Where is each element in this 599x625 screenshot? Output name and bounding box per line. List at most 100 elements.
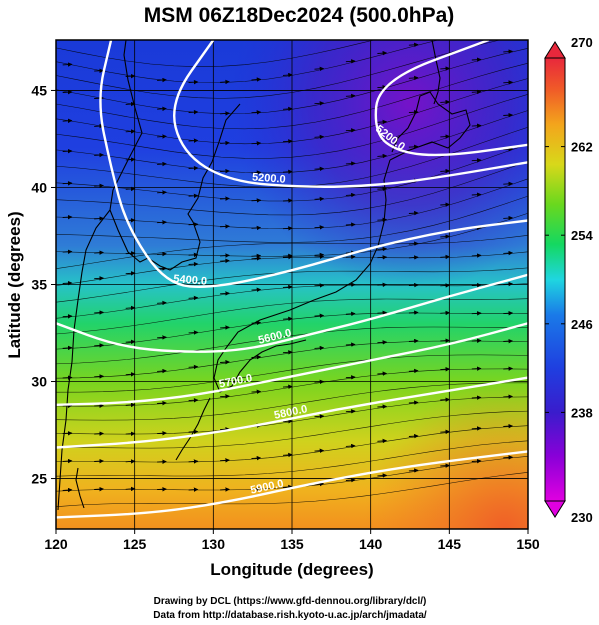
wind-arrow <box>408 255 419 260</box>
wind-arrow <box>220 224 230 229</box>
wind-arrow <box>188 109 199 115</box>
wind-arrow <box>282 139 293 144</box>
wind-arrow <box>282 350 293 355</box>
wind-arrow <box>94 250 104 255</box>
wind-arrow <box>157 368 167 374</box>
wind-arrow <box>503 215 514 221</box>
wind-streamline <box>56 94 528 159</box>
wind-arrow <box>125 372 136 377</box>
wind-arrow <box>282 316 293 322</box>
wind-arrow <box>220 325 230 330</box>
wind-arrow <box>377 473 388 478</box>
wind-arrow <box>408 75 419 81</box>
wind-arrow <box>377 153 388 159</box>
wind-arrow <box>157 431 167 436</box>
wind-arrow <box>377 246 388 252</box>
wind-arrow <box>251 354 262 360</box>
wind-arrow <box>62 487 73 493</box>
wind-arrow <box>377 119 388 125</box>
wind-arrow <box>282 72 293 78</box>
colorbar: 230 238 246 254 262 270 <box>544 35 593 525</box>
wind-arrow <box>377 340 388 345</box>
wind-arrow <box>94 431 104 436</box>
credit-data: Data from http://database.rish.kyoto-u.a… <box>153 610 427 621</box>
wind-arrow <box>314 414 325 419</box>
wind-arrow <box>503 80 514 85</box>
wind-arrow <box>314 66 325 72</box>
wind-arrow <box>282 419 293 424</box>
wind-arrow <box>440 283 451 288</box>
wind-arrow <box>94 374 104 379</box>
wind-arrow <box>94 183 104 189</box>
colorbar-tick-label: 246 <box>571 317 593 332</box>
wind-arrow <box>220 487 230 492</box>
x-tick-label: 135 <box>280 536 304 552</box>
wind-arrow <box>282 198 293 203</box>
wind-arrow <box>94 403 104 408</box>
wind-arrow <box>377 186 388 192</box>
wind-arrow <box>125 339 136 345</box>
wind-arrow <box>62 214 73 220</box>
wind-arrow <box>472 29 481 30</box>
wind-arrow <box>282 106 293 112</box>
coastline-kyushu-shikoku <box>213 339 307 393</box>
wind-arrow <box>471 426 482 431</box>
y-tick-label: 35 <box>31 277 47 293</box>
colorbar-ticks: 230 238 246 254 262 270 <box>545 35 593 525</box>
coastline-china <box>57 209 111 511</box>
wind-arrow <box>94 216 104 221</box>
wind-arrow <box>62 89 73 95</box>
wind-arrow <box>314 448 325 453</box>
wind-arrow <box>251 198 262 203</box>
wind-arrow <box>251 256 262 261</box>
wind-arrow <box>408 338 419 344</box>
wind-arrow <box>314 313 325 318</box>
wind-arrow <box>251 320 262 326</box>
contour-label: 5400.0 <box>173 273 208 288</box>
wind-arrow <box>377 404 388 409</box>
wind-arrow <box>314 345 325 351</box>
wind-arrow <box>62 148 73 154</box>
wind-arrow <box>408 468 419 473</box>
contour-line <box>173 40 528 188</box>
wind-arrow <box>282 254 293 260</box>
wind-arrow <box>157 400 167 406</box>
wind-streamline <box>56 382 528 421</box>
wind-arrow <box>408 400 419 405</box>
wind-arrow <box>440 168 451 174</box>
wind-arrow <box>125 186 136 192</box>
wind-arrow <box>62 458 73 464</box>
wind-arrow <box>314 166 325 172</box>
wind-arrow <box>125 459 136 464</box>
wind-arrow <box>345 342 356 347</box>
contour-label: 5200.0 <box>252 171 286 185</box>
wind-arrow <box>440 37 449 38</box>
wind-arrow <box>503 112 514 118</box>
wind-arrow <box>345 254 356 260</box>
wind-arrow <box>62 62 73 67</box>
wind-arrow <box>125 129 136 134</box>
coastline-taiwan <box>75 467 85 509</box>
wind-arrow <box>157 251 167 257</box>
wind-arrow <box>408 282 419 288</box>
wind-arrow <box>251 110 262 115</box>
wind-arrow <box>345 375 356 380</box>
wind-arrow <box>157 300 167 306</box>
wind-arrow <box>503 22 512 23</box>
wind-streamline <box>56 40 376 67</box>
wind-arrow <box>220 258 230 264</box>
contour-line <box>56 322 528 406</box>
wind-arrow <box>471 253 482 258</box>
wind-arrow <box>314 379 325 385</box>
wind-arrow <box>125 402 136 408</box>
wind-arrow <box>408 310 419 315</box>
wind-arrow <box>94 458 104 464</box>
wind-arrow <box>62 181 73 186</box>
wind-arrow <box>440 397 451 402</box>
contour-line <box>374 40 528 157</box>
wind-arrow <box>220 196 230 201</box>
wind-arrow <box>188 295 199 301</box>
wind-arrow <box>408 42 419 48</box>
wind-arrow <box>282 384 293 389</box>
wind-streamline <box>56 472 528 507</box>
